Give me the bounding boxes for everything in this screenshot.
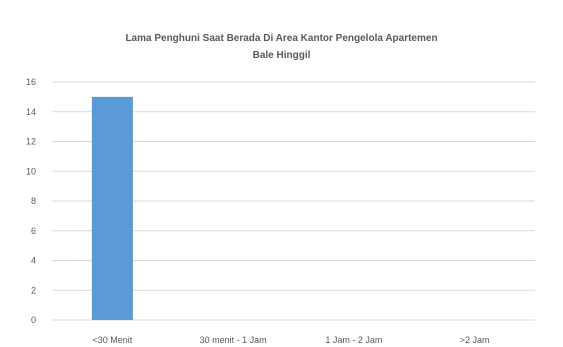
chart-title: Lama Penghuni Saat Berada Di Area Kantor… <box>0 30 563 64</box>
x-axis-ticks: <30 Menit 30 menit - 1 Jam 1 Jam - 2 Jam >2… <box>92 335 489 345</box>
y-tick-label: 4 <box>31 256 36 266</box>
y-tick-label: 0 <box>31 315 36 325</box>
y-tick-label: 8 <box>31 196 36 206</box>
bar <box>91 96 133 320</box>
x-tick-label: >2 Jam <box>460 335 490 345</box>
x-tick-label: <30 Menit <box>92 335 132 345</box>
y-tick-label: 12 <box>26 137 36 147</box>
y-tick-label: 2 <box>31 285 36 295</box>
chart-title-line-2: Bale Hinggil <box>252 50 311 61</box>
y-tick-label: 6 <box>31 226 36 236</box>
y-tick-label: 16 <box>26 77 36 87</box>
y-tick-label: 10 <box>26 166 36 176</box>
bar-layer <box>91 96 133 320</box>
grid-layer <box>52 81 535 321</box>
y-tick-label: 14 <box>26 107 36 117</box>
x-tick-label: 30 menit - 1 Jam <box>200 335 267 345</box>
x-tick-label: 1 Jam - 2 Jam <box>325 335 382 345</box>
y-axis-ticks: 0 2 4 6 8 10 12 14 16 <box>26 77 36 325</box>
chart-title-line-1: Lama Penghuni Saat Berada Di Area Kantor… <box>125 33 438 44</box>
